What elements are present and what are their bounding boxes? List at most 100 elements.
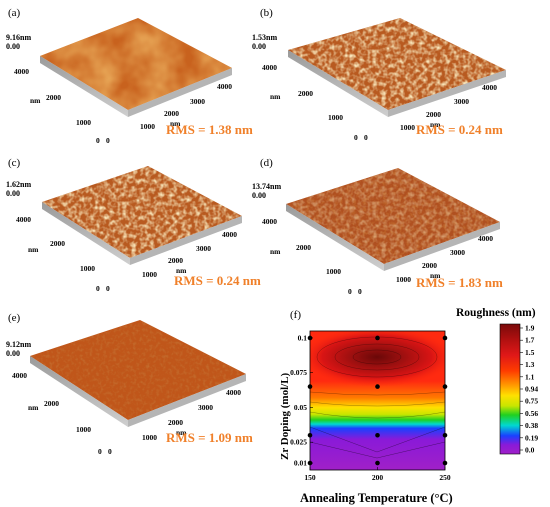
tick-2000-left-e: 2000 bbox=[44, 399, 59, 408]
y-tick-label: 0.075 bbox=[290, 368, 307, 377]
colorbar-tick-label: 0.38 bbox=[525, 421, 538, 430]
data-point bbox=[375, 384, 380, 389]
colorbar-tick-label: 0.19 bbox=[525, 433, 538, 442]
colorbar-tick-label: 0.56 bbox=[525, 409, 538, 418]
x-tick-label: 200 bbox=[372, 473, 384, 482]
panel-label-c: (c) bbox=[8, 157, 21, 169]
unit-left-b: nm bbox=[270, 92, 281, 101]
colorbar-tick-label: 1.7 bbox=[525, 336, 535, 345]
zero-b: 0 bbox=[364, 133, 368, 142]
colorbar-tick-label: 1.1 bbox=[525, 372, 535, 381]
afm-surface-d: 4000 nm 2000 1000 0 0 1000 2000 nm 3000 … bbox=[262, 168, 500, 296]
tick-2000-right-c: 2000 bbox=[168, 256, 183, 265]
tick-3000-right-c: 3000 bbox=[196, 244, 211, 253]
afm-panel-d: (d) 13.74nm 0.00 4000 nm 2000 1000 0 0 1… bbox=[250, 152, 550, 302]
tick-1000-right-c: 1000 bbox=[142, 270, 157, 279]
panel-label-d: (d) bbox=[260, 157, 273, 169]
chart-ylabel: Zr Doping (mol/L) bbox=[279, 372, 291, 460]
rms-value-e: RMS = 1.09 nm bbox=[166, 430, 253, 445]
y-tick-label: 0.025 bbox=[290, 438, 307, 447]
panel-label-b: (b) bbox=[260, 7, 273, 19]
height-zero-e: 0.00 bbox=[6, 349, 20, 358]
zero-e: 0 bbox=[108, 447, 112, 456]
data-point bbox=[375, 432, 380, 438]
height-max-e: 9.12nm bbox=[6, 340, 32, 349]
zero-c: 0 bbox=[106, 284, 110, 293]
tick-2000-left-a: 2000 bbox=[46, 93, 61, 102]
colorbar-tick-label: 0.94 bbox=[525, 385, 538, 394]
tick-1000-left-a: 1000 bbox=[76, 118, 91, 127]
panel-label-e: (e) bbox=[8, 312, 21, 324]
unit-right-e: nm bbox=[176, 428, 187, 437]
unit-right-a: nm bbox=[170, 119, 181, 128]
height-zero-a: 0.00 bbox=[6, 42, 20, 51]
colorbar bbox=[499, 323, 521, 455]
afm-surface-a: 4000 nm 2000 1000 0 0 1000 2000 nm 3000 … bbox=[14, 18, 232, 145]
unit-right-b: nm bbox=[430, 120, 441, 129]
colorbar-tick-label: 0.0 bbox=[525, 446, 535, 455]
unit-left-a: nm bbox=[30, 96, 41, 105]
tick-4000-left-d: 4000 bbox=[262, 217, 277, 226]
origin-b: 0 bbox=[354, 133, 358, 142]
tick-1000-left-c: 1000 bbox=[80, 264, 95, 273]
tick-4000-right-d: 4000 bbox=[478, 234, 493, 243]
afm-surface-c: 4000 nm 2000 1000 0 0 1000 2000 nm 3000 … bbox=[16, 166, 242, 293]
afm-surface-b: 4000 nm 2000 1000 0 0 1000 2000 nm 3000 … bbox=[262, 18, 506, 142]
chart-panel-label: (f) bbox=[290, 309, 301, 321]
tick-1000-right-a: 1000 bbox=[140, 122, 155, 131]
tick-2000-left-d: 2000 bbox=[296, 243, 311, 252]
tick-3000-right-a: 3000 bbox=[190, 97, 205, 106]
height-zero-d: 0.00 bbox=[252, 191, 266, 200]
colorbar-tick-label: 1.3 bbox=[525, 360, 535, 369]
rms-value-c: RMS = 0.24 nm bbox=[174, 273, 261, 288]
unit-right-c: nm bbox=[176, 266, 187, 275]
origin-e: 0 bbox=[98, 447, 102, 456]
height-max-a: 9.16nm bbox=[6, 33, 32, 42]
tick-2000-left-c: 2000 bbox=[50, 239, 65, 248]
unit-left-e: nm bbox=[28, 403, 39, 412]
zero-d: 0 bbox=[358, 287, 362, 296]
tick-4000-right-a: 4000 bbox=[217, 82, 232, 91]
afm-panel-b: (b) 1.53nm 0.00 4000 nm 2000 1000 0 0 10… bbox=[250, 0, 550, 152]
y-tick-label: 0.1 bbox=[298, 333, 308, 342]
chart-xlabel: Annealing Temperature (°C) bbox=[300, 491, 453, 505]
data-point bbox=[307, 432, 313, 438]
unit-left-d: nm bbox=[270, 247, 281, 256]
data-point bbox=[442, 432, 448, 438]
x-tick-label: 250 bbox=[439, 473, 451, 482]
tick-2000-left-b: 2000 bbox=[298, 89, 313, 98]
tick-1000-right-d: 1000 bbox=[396, 275, 411, 284]
origin-c: 0 bbox=[96, 284, 100, 293]
colorbar-tick-label: 1.9 bbox=[525, 324, 535, 333]
contour-field bbox=[310, 331, 445, 470]
unit-left-c: nm bbox=[28, 245, 39, 254]
afm-panel-a: (a) 9.16nm 0.00 4000 nm 2000 1000 0 0 10… bbox=[0, 0, 272, 152]
tick-4000-left-e: 4000 bbox=[12, 371, 27, 380]
colorbar-tick-label: 1.5 bbox=[525, 348, 535, 357]
rms-value-a: RMS = 1.38 nm bbox=[166, 122, 253, 137]
zero-a: 0 bbox=[106, 136, 110, 145]
colorbar-tick-label: 0.75 bbox=[525, 397, 538, 406]
y-tick-label: 0.05 bbox=[294, 403, 307, 412]
data-point bbox=[442, 335, 448, 341]
height-max-b: 1.53nm bbox=[252, 33, 278, 42]
roughness-contour-chart: (f) 0.01 0.025 0.05 0.075 0.1 150 200 250 Zr D… bbox=[279, 307, 538, 505]
tick-4000-right-b: 4000 bbox=[482, 83, 497, 92]
tick-2000-right-d: 2000 bbox=[422, 261, 437, 270]
panel-label-a: (a) bbox=[8, 7, 21, 19]
data-point bbox=[442, 384, 448, 389]
tick-4000-left-a: 4000 bbox=[14, 67, 29, 76]
tick-4000-right-e: 4000 bbox=[226, 388, 241, 397]
tick-2000-right-b: 2000 bbox=[426, 110, 441, 119]
height-max-d: 13.74nm bbox=[252, 182, 282, 191]
origin-d: 0 bbox=[348, 287, 352, 296]
height-max-c: 1.62nm bbox=[6, 180, 32, 189]
data-point bbox=[307, 384, 313, 389]
afm-panel-e: (e) 9.12nm 0.00 4000 nm 2000 1000 0 0 10… bbox=[0, 302, 272, 462]
data-point bbox=[375, 460, 380, 466]
tick-3000-right-e: 3000 bbox=[198, 403, 213, 412]
tick-3000-right-b: 3000 bbox=[454, 97, 469, 106]
tick-1000-left-b: 1000 bbox=[328, 113, 343, 122]
afm-panel-c: (c) 1.62nm 0.00 4000 nm 2000 1000 0 0 10… bbox=[0, 152, 272, 302]
tick-1000-left-e: 1000 bbox=[76, 425, 91, 434]
